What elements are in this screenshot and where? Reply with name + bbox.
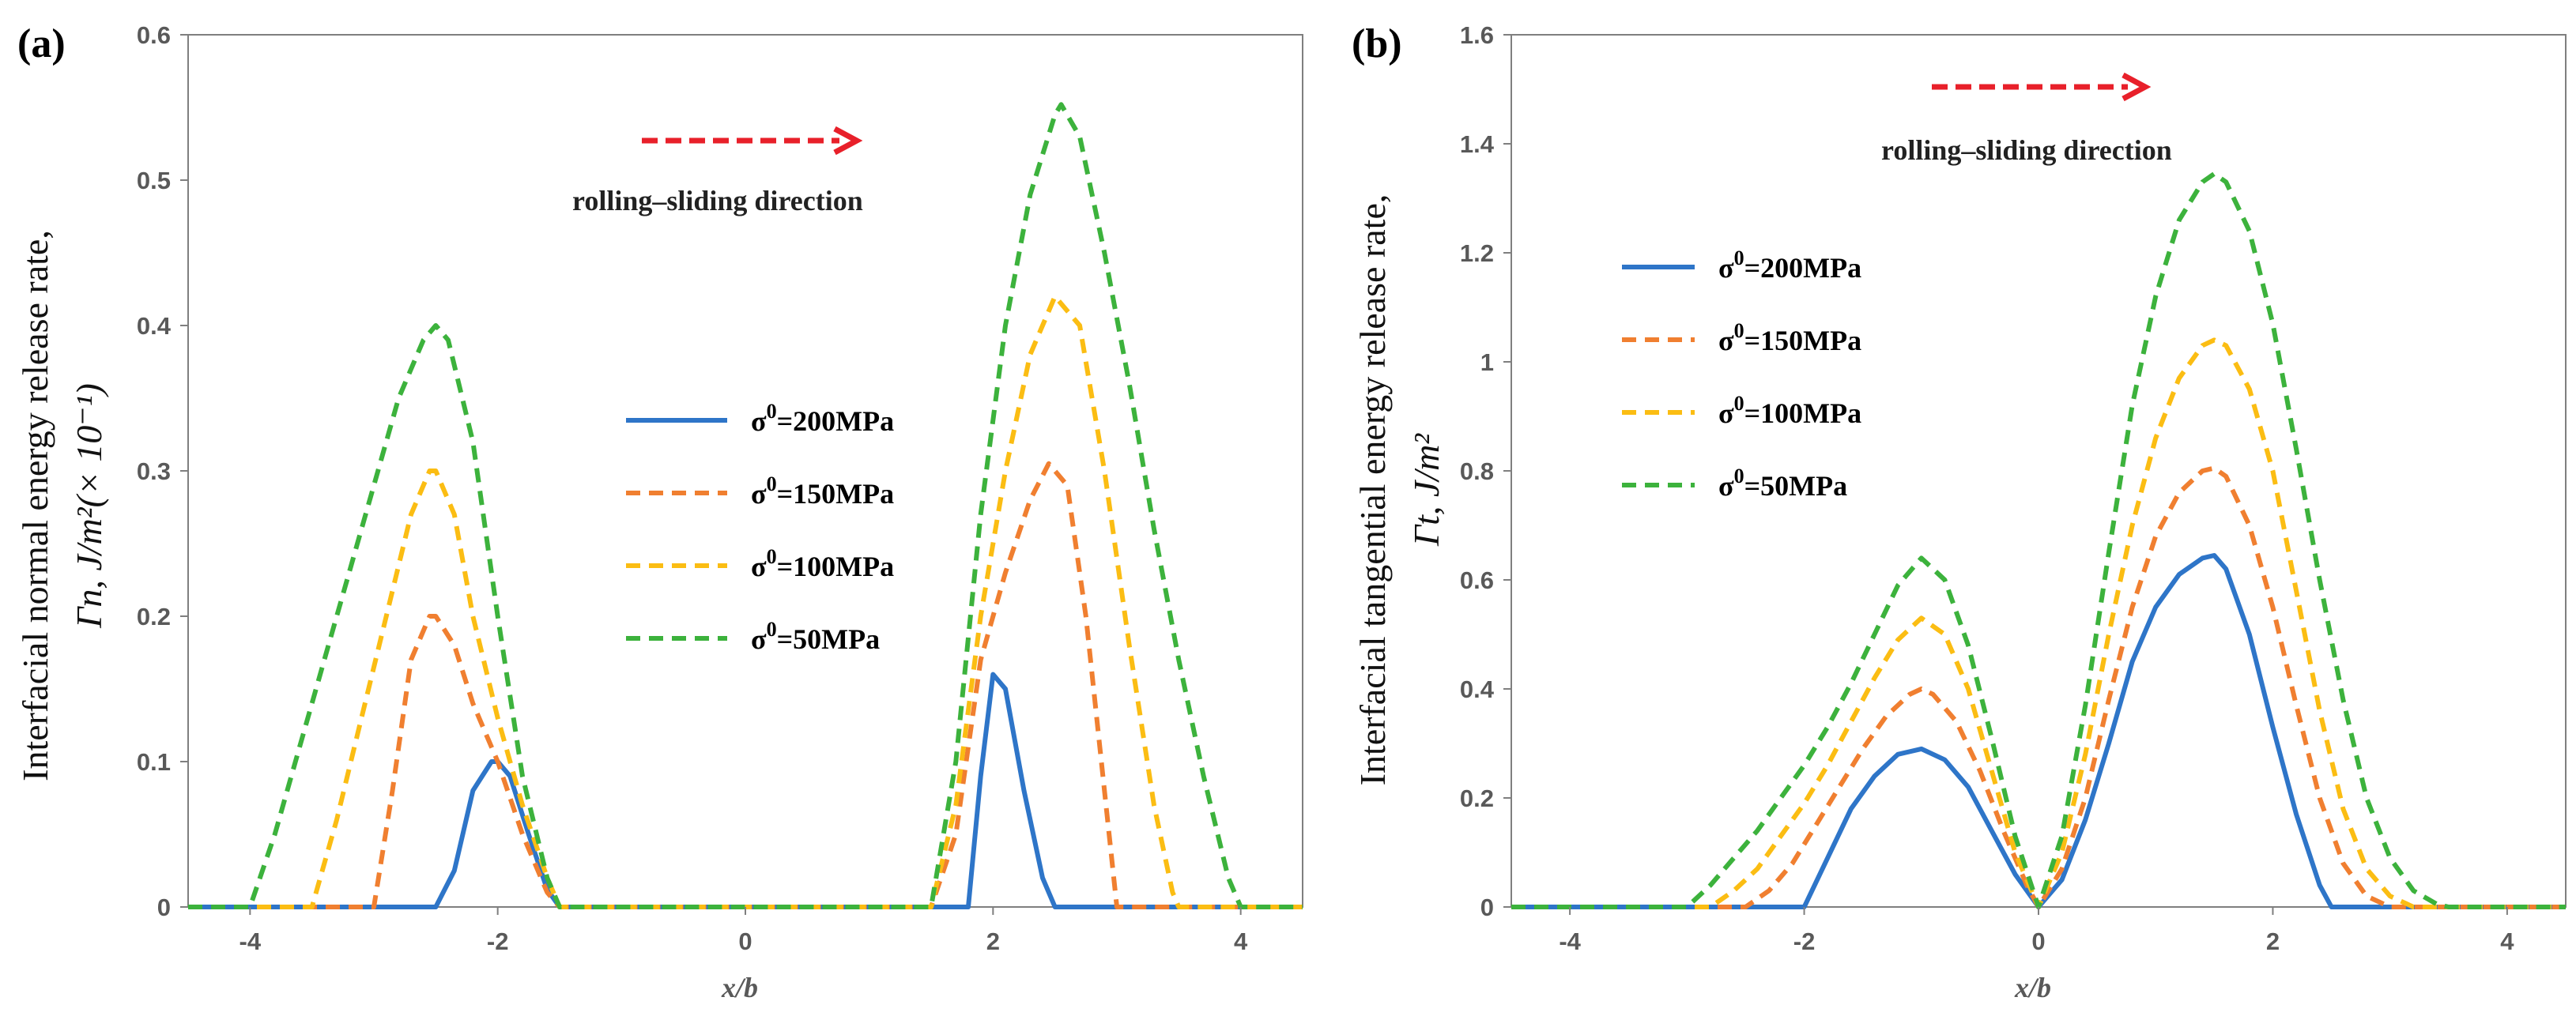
y-tick-label-b-8: 1.6 xyxy=(1460,21,1494,49)
y-tick-label-b-1: 0.2 xyxy=(1460,785,1494,812)
x-tick-label-b-4: 4 xyxy=(2500,928,2514,955)
y-tick-label-a-5: 0.5 xyxy=(137,167,171,194)
y-tick-label-b-0: 0 xyxy=(1480,894,1494,921)
panel-a: -4 -2 0 2 4 0 0.1 0.2 0.3 0.4 0.5 0.6 (a) x/b Inter… xyxy=(15,21,1303,1003)
y-tick-label-b-5: 1 xyxy=(1480,348,1494,376)
direction-annotation-a: rolling–sliding direction xyxy=(572,185,863,216)
legend-label-a-1: σ0=150MPa xyxy=(751,472,894,510)
ticks-layer-a: -4 -2 0 2 4 0 0.1 0.2 0.3 0.4 0.5 0.6 xyxy=(137,21,1248,955)
series-line-b-0 xyxy=(1511,553,2566,909)
y-tick-label-a-0: 0 xyxy=(157,894,171,921)
y-tick-label-b-7: 1.4 xyxy=(1460,130,1495,158)
legend-label-a-3: σ0=50MPa xyxy=(751,618,880,655)
legend-label-a-0: σ0=200MPa xyxy=(751,400,894,437)
legend-label-b-1: σ0=150MPa xyxy=(1718,319,1861,356)
x-tick-label-a-4: 4 xyxy=(1234,928,1248,955)
legend-b: σ0=200MPa σ0=150MPa σ0=100MPa σ0=50MPa xyxy=(1622,246,1861,502)
x-tick-label-a-2: 0 xyxy=(738,928,752,955)
legend-label-a-2: σ0=100MPa xyxy=(751,545,894,582)
panel-b: -4 -2 0 2 4 0 0.2 0.4 0.6 0.8 1 1.2 1.4 1.6 (b) x/b I… xyxy=(1352,21,2567,1003)
series-line-b-2 xyxy=(1511,337,2566,909)
legend-a: σ0=200MPa σ0=150MPa σ0=100MPa σ0=50MPa xyxy=(626,400,894,655)
x-axis-label-a: x/b xyxy=(721,972,758,1003)
panel-label-a: (a) xyxy=(17,21,66,66)
y-axis-label-a: Interfacial normal energy release rate, … xyxy=(15,230,109,781)
series-line-b-3 xyxy=(1511,171,2566,909)
legend-label-b-3: σ0=50MPa xyxy=(1718,465,1847,502)
x-tick-label-a-1: -2 xyxy=(487,928,509,955)
y-axis-label-a-line1: Interfacial normal energy release rate, xyxy=(15,230,55,781)
x-tick-label-a-0: -4 xyxy=(239,928,262,955)
x-tick-label-b-1: -2 xyxy=(1793,928,1816,955)
x-tick-label-b-2: 0 xyxy=(2031,928,2045,955)
y-tick-label-a-1: 0.1 xyxy=(137,748,171,776)
series-line-b-1 xyxy=(1511,465,2566,909)
ticks-layer-b: -4 -2 0 2 4 0 0.2 0.4 0.6 0.8 1 1.2 1.4 1.6 xyxy=(1460,21,2514,955)
y-axis-label-b-line2: Γt, J/m² xyxy=(1406,433,1446,547)
series-line-a-3 xyxy=(188,102,1303,909)
y-axis-label-a-line2: Γn, J/m²(× 10⁻¹) xyxy=(69,383,109,629)
legend-label-b-2: σ0=100MPa xyxy=(1718,392,1861,429)
direction-arrow-b xyxy=(1932,72,2152,102)
legend-label-b-0: σ0=200MPa xyxy=(1718,246,1861,284)
y-tick-label-b-2: 0.4 xyxy=(1460,675,1495,703)
y-tick-label-b-4: 0.8 xyxy=(1460,457,1494,485)
x-tick-label-a-3: 2 xyxy=(986,928,1000,955)
x-tick-label-b-3: 2 xyxy=(2266,928,2280,955)
y-tick-label-a-4: 0.4 xyxy=(137,312,172,340)
direction-arrow-a xyxy=(642,126,863,156)
y-tick-label-b-3: 0.6 xyxy=(1460,566,1494,594)
panel-label-b: (b) xyxy=(1352,21,1402,66)
series-layer-b xyxy=(1511,171,2566,909)
direction-annotation-b: rolling–sliding direction xyxy=(1881,134,2172,166)
y-tick-label-b-6: 1.2 xyxy=(1460,239,1494,267)
y-axis-label-b: Interfacial tangential energy release ra… xyxy=(1352,194,1446,786)
y-tick-label-a-2: 0.2 xyxy=(137,603,171,630)
y-tick-label-a-6: 0.6 xyxy=(137,21,171,49)
y-tick-label-a-3: 0.3 xyxy=(137,457,171,485)
x-axis-label-b: x/b xyxy=(2014,972,2051,1003)
y-axis-label-b-line1: Interfacial tangential energy release ra… xyxy=(1352,194,1393,786)
series-layer-a xyxy=(188,102,1303,909)
x-tick-label-b-0: -4 xyxy=(1559,928,1581,955)
